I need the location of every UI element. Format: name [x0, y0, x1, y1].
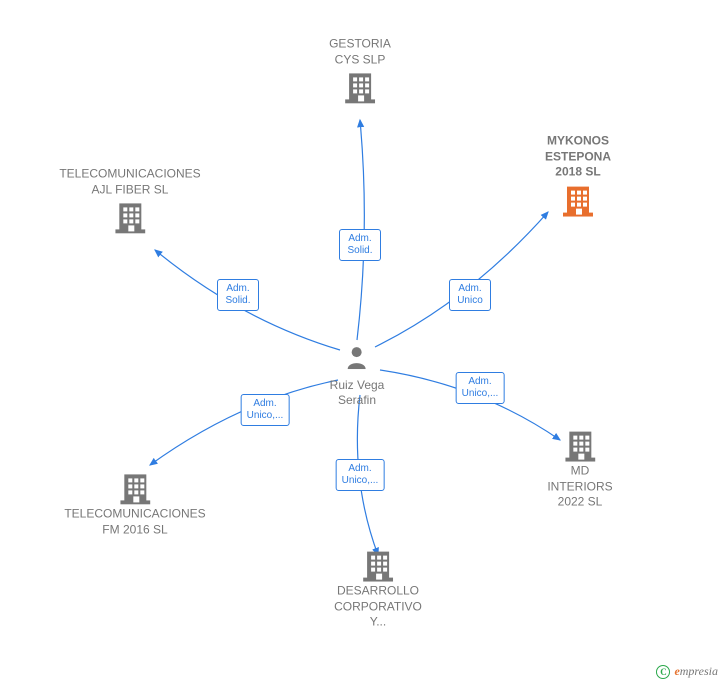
edge-label-desarrollo: Adm. Unico,... — [336, 459, 385, 491]
person-icon — [346, 358, 368, 372]
node-md[interactable]: MD INTERIORS 2022 SL — [547, 430, 612, 511]
node-center-person[interactable]: Ruiz Vega Serafin — [330, 345, 385, 409]
node-label-md: MD INTERIORS 2022 SL — [547, 464, 612, 511]
building-icon — [363, 558, 393, 572]
edge-label-gestoria: Adm. Solid. — [339, 229, 381, 261]
footer-brand: Cempresia — [656, 664, 718, 679]
building-icon — [563, 193, 593, 207]
node-label-desarrollo: DESARROLLO CORPORATIVO Y... — [334, 584, 422, 631]
building-icon — [345, 80, 375, 94]
node-label-ajl: TELECOMUNICACIONES AJL FIBER SL — [59, 166, 200, 197]
node-label-gestoria: GESTORIA CYS SLP — [329, 36, 391, 67]
brand-rest: mpresia — [680, 664, 718, 678]
building-icon — [565, 438, 595, 452]
node-mykonos[interactable]: MYKONOS ESTEPONA 2018 SL — [545, 134, 611, 217]
copyright-icon: C — [656, 665, 670, 679]
node-desarrollo[interactable]: DESARROLLO CORPORATIVO Y... — [334, 550, 422, 631]
building-icon — [120, 481, 150, 495]
node-center-label: Ruiz Vega Serafin — [330, 378, 385, 409]
edge-label-mykonos: Adm. Unico — [449, 279, 491, 311]
edge-label-fm2016: Adm. Unico,... — [241, 394, 290, 426]
node-ajl[interactable]: TELECOMUNICACIONES AJL FIBER SL — [59, 166, 200, 233]
edge-label-md: Adm. Unico,... — [456, 372, 505, 404]
edge-label-ajl: Adm. Solid. — [217, 279, 259, 311]
node-gestoria[interactable]: GESTORIA CYS SLP — [329, 36, 391, 103]
node-label-fm2016: TELECOMUNICACIONES FM 2016 SL — [64, 506, 205, 537]
building-icon — [115, 210, 145, 224]
node-label-mykonos: MYKONOS ESTEPONA 2018 SL — [545, 134, 611, 181]
node-fm2016[interactable]: TELECOMUNICACIONES FM 2016 SL — [64, 472, 205, 537]
